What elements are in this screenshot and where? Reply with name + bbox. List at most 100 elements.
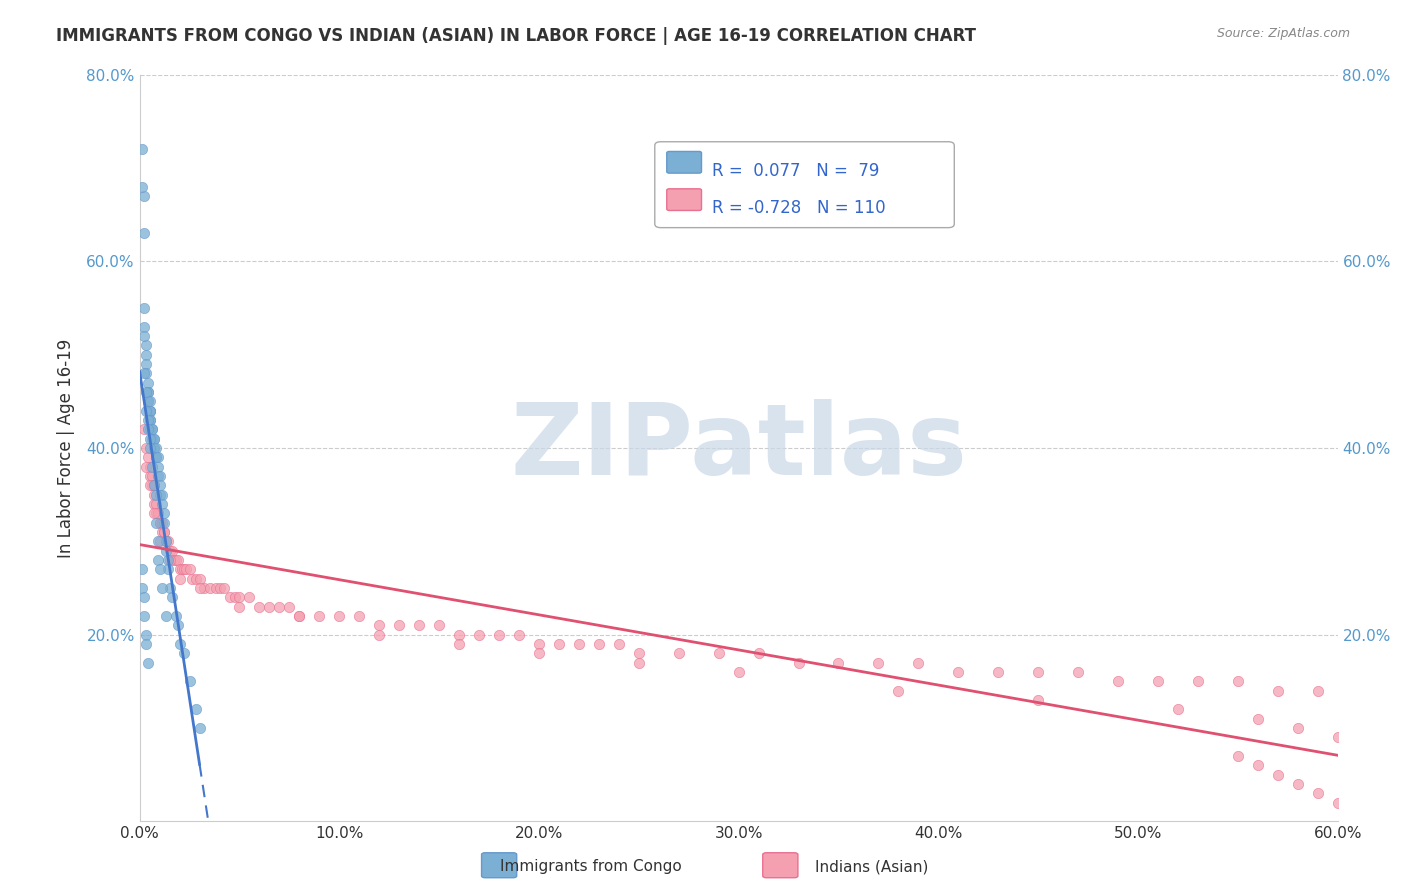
Point [388,618,411,632]
Point [174,562,197,576]
Point [1247,758,1270,772]
Point [149,516,172,530]
Point [269,599,291,614]
Point [179,562,201,576]
Point [868,656,890,670]
Point [141,432,163,446]
Point [141,478,163,492]
Point [169,637,191,651]
Point [1326,731,1348,745]
Point [131,581,153,595]
Point [145,441,167,455]
Point [238,591,260,605]
Point [131,562,153,576]
Point [136,656,159,670]
Point [184,572,207,586]
Point [159,553,181,567]
Point [155,609,177,624]
Point [138,469,160,483]
Point [1286,721,1309,735]
Point [146,507,169,521]
Point [368,628,391,642]
Point [1147,674,1170,689]
Point [212,581,235,595]
Point [527,637,550,651]
Point [1306,683,1329,698]
Point [1187,674,1209,689]
Point [827,656,849,670]
Point [204,581,226,595]
Point [159,543,181,558]
Point [131,142,153,156]
Point [508,628,530,642]
Point [160,591,183,605]
Point [138,403,160,417]
Point [135,403,157,417]
Point [1286,777,1309,791]
Point [218,591,240,605]
Point [146,507,169,521]
Point [136,384,159,399]
Point [166,618,188,632]
Point [149,516,172,530]
Point [707,647,730,661]
Point [278,599,301,614]
FancyBboxPatch shape [666,189,702,211]
Point [132,609,155,624]
Point [166,553,188,567]
Point [146,450,169,465]
Point [368,618,391,632]
Point [152,516,174,530]
Point [170,562,193,576]
Point [141,422,163,436]
Point [142,488,165,502]
Point [135,338,157,352]
Point [150,581,173,595]
Point [568,637,591,651]
Point [136,376,159,390]
Point [135,384,157,399]
Point [138,432,160,446]
Point [449,628,471,642]
Point [136,450,159,465]
Point [588,637,610,651]
Point [132,366,155,380]
Point [308,609,330,624]
FancyBboxPatch shape [481,853,517,878]
Point [160,543,183,558]
Point [132,591,155,605]
Point [146,459,169,474]
Point [142,432,165,446]
Point [141,422,163,436]
Point [1226,749,1249,764]
Point [188,721,211,735]
Point [193,581,215,595]
Point [156,562,179,576]
Point [349,609,371,624]
Point [488,628,510,642]
Point [1306,787,1329,801]
Text: Immigrants from Congo: Immigrants from Congo [499,859,682,874]
Point [136,384,159,399]
Point [142,441,165,455]
Point [727,665,749,679]
Text: IMMIGRANTS FROM CONGO VS INDIAN (ASIAN) IN LABOR FORCE | AGE 16-19 CORRELATION C: IMMIGRANTS FROM CONGO VS INDIAN (ASIAN) … [56,27,976,45]
Point [131,179,153,194]
Point [142,478,165,492]
Point [173,647,195,661]
Point [887,683,910,698]
Point [427,618,450,632]
Point [132,301,155,315]
Point [149,478,172,492]
Point [1326,796,1348,810]
Point [162,553,184,567]
Point [136,422,159,436]
Point [156,553,179,567]
Point [135,441,157,455]
Point [1267,683,1289,698]
Point [228,591,250,605]
Point [159,581,181,595]
Point [142,432,165,446]
FancyBboxPatch shape [762,853,799,878]
Point [627,656,650,670]
